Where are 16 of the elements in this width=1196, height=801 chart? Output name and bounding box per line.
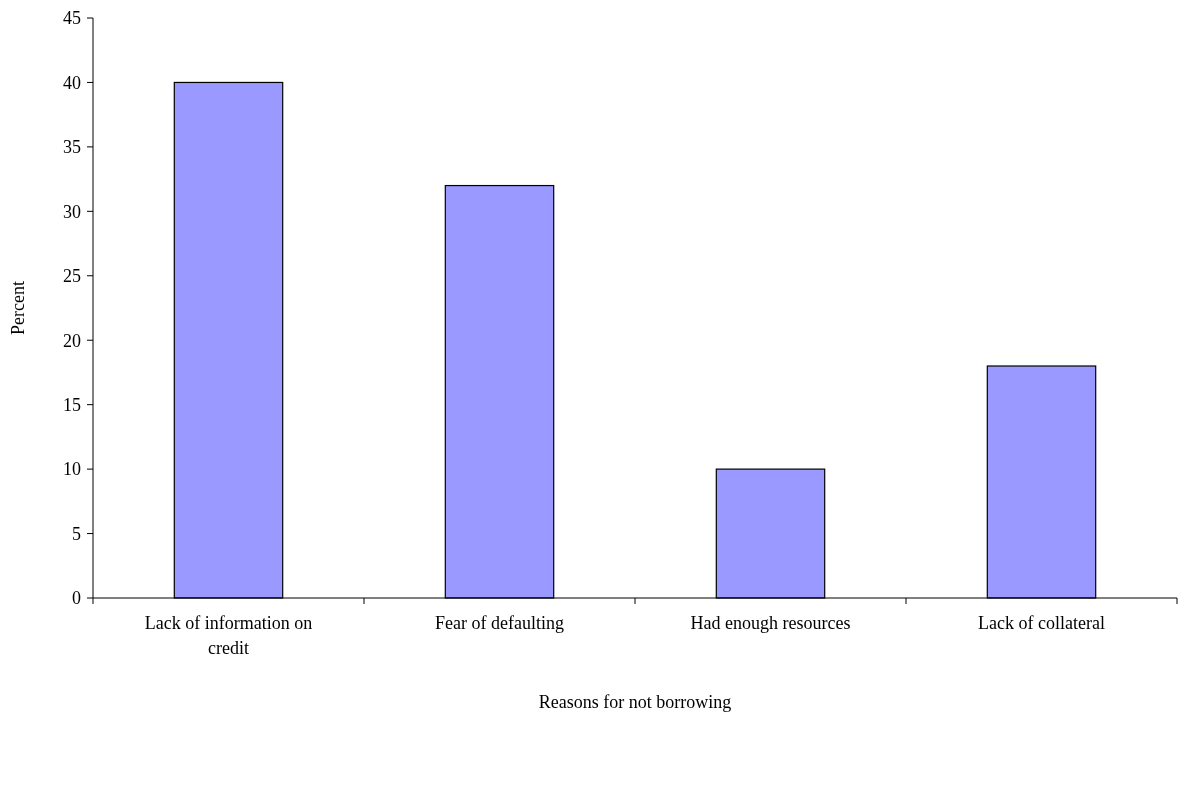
y-tick-label: 0 bbox=[72, 588, 81, 609]
x-axis-title: Reasons for not borrowing bbox=[538, 692, 732, 712]
x-tick-label: Lack of collateral bbox=[978, 613, 1105, 633]
y-tick-label: 35 bbox=[63, 137, 81, 158]
y-tick-label: 5 bbox=[72, 523, 81, 544]
x-tick-label: Had enough resources bbox=[690, 613, 851, 633]
y-tick-label: 40 bbox=[63, 72, 81, 93]
y-tick-label: 25 bbox=[63, 266, 81, 287]
y-tick-label: 30 bbox=[63, 201, 81, 222]
y-tick-label: 45 bbox=[63, 8, 81, 29]
y-axis-title: Percent bbox=[8, 281, 28, 335]
y-tick-label: 20 bbox=[63, 330, 81, 351]
y-tick-label: 10 bbox=[63, 459, 81, 480]
x-tick-label: Lack of information on credit bbox=[144, 613, 313, 658]
x-tick-label: Fear of defaulting bbox=[435, 613, 564, 633]
y-tick-label: 15 bbox=[63, 394, 81, 415]
